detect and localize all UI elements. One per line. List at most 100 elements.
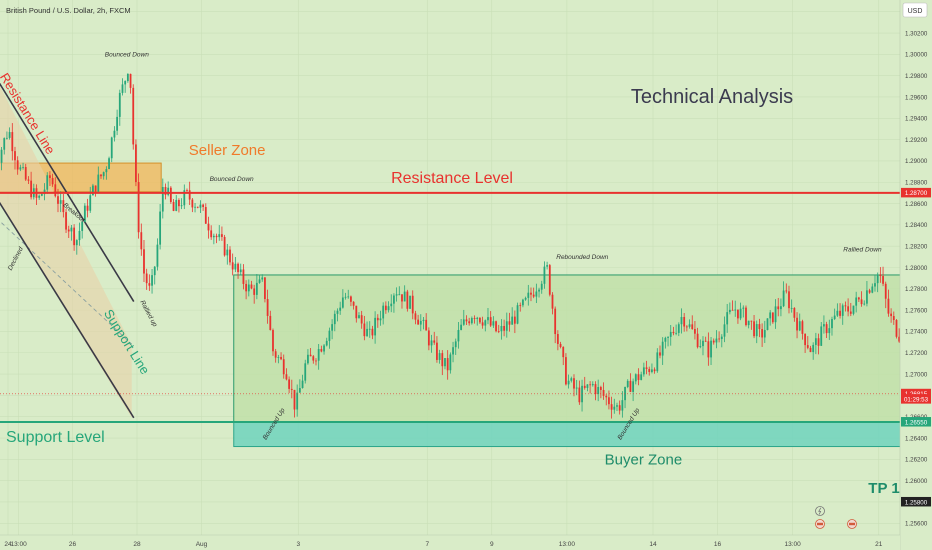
candle bbox=[540, 280, 543, 294]
candle-body bbox=[218, 234, 221, 238]
candle bbox=[704, 336, 707, 342]
candle-body bbox=[280, 356, 282, 360]
candle-body bbox=[390, 303, 393, 307]
candle bbox=[672, 326, 675, 336]
time-axis[interactable]: 13:00242628Aug37913:00141613:00212313:00… bbox=[0, 534, 932, 550]
candle bbox=[161, 178, 164, 219]
lightning-icon[interactable] bbox=[815, 506, 825, 516]
candle bbox=[269, 310, 272, 331]
candle bbox=[844, 301, 847, 312]
candle-body bbox=[527, 292, 530, 298]
candle bbox=[651, 363, 653, 374]
candle bbox=[264, 276, 266, 303]
candle bbox=[425, 313, 428, 331]
candle bbox=[121, 78, 124, 96]
candle bbox=[358, 312, 360, 319]
candle-body bbox=[231, 262, 234, 270]
candle bbox=[796, 312, 798, 339]
price-tag-label: 1.25800 bbox=[905, 499, 928, 506]
candle-body bbox=[610, 404, 613, 410]
candle bbox=[226, 243, 229, 265]
candle-body bbox=[742, 307, 745, 309]
candle bbox=[231, 253, 234, 276]
candle bbox=[546, 261, 549, 270]
candle-body bbox=[788, 291, 790, 309]
candle bbox=[159, 204, 162, 250]
candle bbox=[384, 301, 387, 314]
candle bbox=[766, 318, 769, 331]
candle bbox=[814, 332, 817, 355]
candle bbox=[849, 302, 852, 317]
candle-body bbox=[734, 309, 737, 311]
candle-body bbox=[847, 306, 850, 312]
resistance-line bbox=[0, 82, 135, 303]
candle-body bbox=[298, 388, 301, 393]
candle bbox=[339, 301, 342, 315]
price-tick-label: 1.27200 bbox=[905, 350, 928, 357]
candle bbox=[156, 238, 159, 271]
candle-body bbox=[6, 137, 8, 139]
candle-body bbox=[3, 138, 6, 150]
candle-body bbox=[253, 288, 256, 295]
candle-body bbox=[65, 212, 67, 230]
candle bbox=[879, 267, 882, 283]
candle bbox=[449, 352, 452, 374]
candle-body bbox=[81, 221, 84, 231]
candle-body bbox=[645, 367, 648, 369]
candle-body bbox=[747, 320, 750, 326]
candle bbox=[137, 173, 140, 239]
candle bbox=[857, 296, 860, 302]
buyer-zone-label: Buyer Zone bbox=[605, 452, 683, 469]
price-tick-label: 1.29800 bbox=[905, 73, 928, 80]
candle-body bbox=[347, 296, 350, 298]
candle-body bbox=[602, 389, 605, 396]
alert-icons[interactable] bbox=[815, 506, 857, 529]
candle-body bbox=[417, 319, 420, 325]
candle bbox=[175, 195, 178, 212]
price-axis[interactable]: 1.304001.302001.300001.298001.296001.294… bbox=[899, 0, 932, 550]
candle bbox=[718, 331, 721, 343]
price-tag bbox=[901, 388, 931, 399]
candle-body bbox=[422, 319, 425, 321]
candle-body bbox=[452, 347, 454, 355]
candle bbox=[847, 298, 850, 317]
candle bbox=[454, 338, 457, 355]
candle bbox=[427, 327, 430, 351]
candle-body bbox=[49, 175, 51, 179]
candle bbox=[301, 374, 304, 389]
candle bbox=[261, 274, 264, 282]
candle bbox=[255, 274, 258, 300]
currency-button[interactable] bbox=[902, 2, 928, 18]
candle-body bbox=[30, 180, 33, 198]
candle-body bbox=[161, 187, 164, 212]
candle-body bbox=[169, 187, 172, 202]
candle bbox=[204, 203, 207, 224]
price-tick-label: 1.27400 bbox=[905, 329, 928, 336]
candle-body bbox=[796, 317, 798, 331]
candle bbox=[473, 315, 476, 324]
price-tick-label: 1.28400 bbox=[905, 222, 928, 229]
candle bbox=[527, 284, 530, 306]
candle bbox=[202, 203, 205, 211]
candle bbox=[476, 316, 479, 326]
candle-body bbox=[621, 400, 624, 411]
candle-body bbox=[307, 354, 309, 364]
candle-body bbox=[454, 341, 457, 348]
candle bbox=[599, 385, 602, 399]
candle bbox=[0, 146, 3, 171]
price-tag-label: 1.28700 bbox=[905, 190, 928, 197]
candle-body bbox=[583, 385, 586, 388]
candle-body bbox=[573, 378, 575, 389]
candle-body bbox=[436, 342, 438, 360]
candle bbox=[102, 171, 105, 180]
chart-title: Technical Analysis bbox=[631, 86, 793, 108]
candle-body bbox=[366, 328, 368, 337]
candle-body bbox=[836, 310, 839, 316]
candle bbox=[274, 348, 277, 363]
candle-body bbox=[333, 313, 336, 325]
annotation-label: Bounced Down bbox=[210, 176, 254, 183]
candle-body bbox=[503, 325, 506, 331]
candle bbox=[723, 316, 726, 343]
candle-body bbox=[89, 195, 92, 211]
